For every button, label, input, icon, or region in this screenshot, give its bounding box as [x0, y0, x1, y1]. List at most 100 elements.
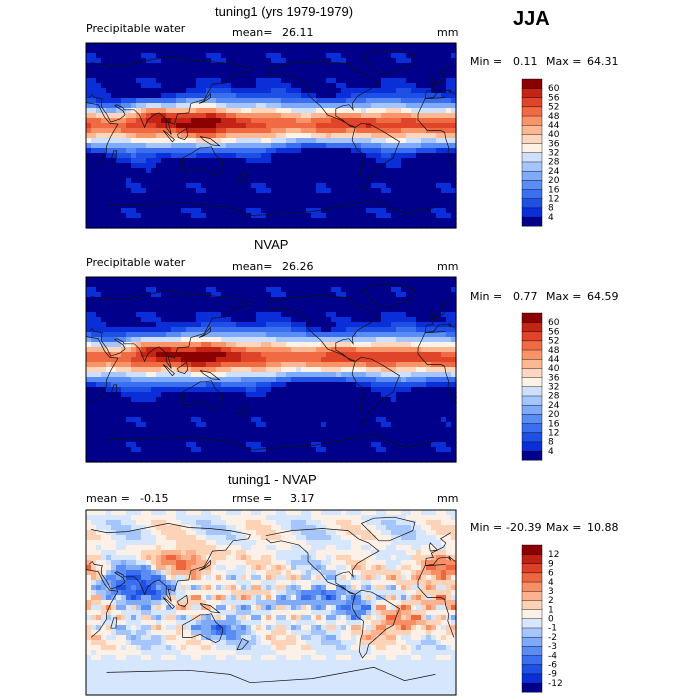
field-cell [106, 218, 112, 224]
field-cell [411, 133, 417, 139]
field-cell [296, 113, 302, 119]
field-cell [216, 287, 222, 293]
field-cell [291, 133, 297, 139]
field-cell [451, 183, 457, 189]
field-cell [246, 407, 252, 413]
field-cell [251, 168, 257, 174]
field-cell [166, 188, 172, 194]
field-cell [356, 158, 362, 164]
field-cell [96, 123, 102, 129]
field-cell [411, 357, 417, 363]
field-cell [436, 208, 442, 214]
field-cell [401, 372, 407, 378]
field-cell [246, 83, 252, 89]
field-cell [226, 352, 232, 358]
field-cell [301, 48, 307, 54]
field-cell [286, 153, 292, 159]
field-cell [121, 387, 127, 393]
field-cell [186, 397, 192, 403]
field-cell [291, 302, 297, 308]
field-cell [326, 332, 332, 338]
field-cell [206, 277, 212, 283]
field-cell [121, 73, 127, 79]
field-cell [176, 193, 182, 199]
field-cell [256, 287, 262, 293]
field-cell [186, 138, 192, 144]
field-cell [371, 183, 377, 189]
field-cell [201, 128, 207, 134]
field-cell [406, 342, 412, 348]
field-cell [441, 337, 447, 343]
field-cell [151, 113, 157, 119]
field-cell [131, 307, 137, 313]
field-cell [146, 412, 152, 418]
field-cell [211, 48, 217, 54]
field-cell [341, 193, 347, 199]
field-cell [336, 357, 342, 363]
field-cell [271, 88, 277, 94]
field-cell [286, 183, 292, 189]
field-cell [281, 43, 287, 49]
field-cell [376, 297, 382, 303]
field-cell [271, 153, 277, 159]
field-cell [316, 213, 322, 219]
field-cell [426, 198, 432, 204]
field-cell [276, 153, 282, 159]
field-cell [86, 407, 92, 413]
field-cell [446, 58, 452, 64]
field-cell [91, 153, 97, 159]
field-cell [91, 352, 97, 358]
field-cell [156, 402, 162, 408]
field-cell [406, 138, 412, 144]
field-cell [416, 193, 422, 199]
field-cell [231, 312, 237, 318]
field-cell [171, 113, 177, 119]
field-cell [331, 282, 337, 288]
field-cell [361, 282, 367, 288]
field-cell [96, 357, 102, 363]
field-cell [371, 108, 377, 114]
field-cell [271, 317, 277, 323]
field-cell [421, 103, 427, 109]
field-cell [381, 143, 387, 149]
field-cell [96, 193, 102, 199]
field-cell [241, 402, 247, 408]
field-cell [221, 138, 227, 144]
field-cell [356, 163, 362, 169]
field-cell [256, 203, 262, 209]
field-cell [206, 337, 212, 343]
field-cell [186, 68, 192, 74]
field-cell [151, 297, 157, 303]
field-cell [351, 392, 357, 398]
field-cell [266, 133, 272, 139]
field-cell [441, 103, 447, 109]
field-cell [436, 43, 442, 49]
field-cell [201, 402, 207, 408]
field-cell [361, 108, 367, 114]
field-cell [326, 307, 332, 313]
field-cell [121, 168, 127, 174]
field-cell [106, 292, 112, 298]
field-cell [381, 218, 387, 224]
field-cell [351, 48, 357, 54]
field-cell [156, 43, 162, 49]
field-cell [166, 342, 172, 348]
field-cell [321, 342, 327, 348]
field-cell [211, 302, 217, 308]
field-cell [131, 397, 137, 403]
field-cell [101, 218, 107, 224]
field-cell [406, 163, 412, 169]
field-cell [166, 203, 172, 209]
field-cell [421, 317, 427, 323]
field-cell [211, 332, 217, 338]
field-cell [366, 387, 372, 393]
field-cell [296, 93, 302, 99]
field-cell [146, 287, 152, 293]
field-cell [106, 407, 112, 413]
panel1-min-label: Min = [470, 55, 503, 68]
field-cell [196, 63, 202, 69]
field-cell [186, 307, 192, 313]
field-cell [231, 223, 237, 229]
field-cell [91, 53, 97, 59]
field-cell [246, 387, 252, 393]
